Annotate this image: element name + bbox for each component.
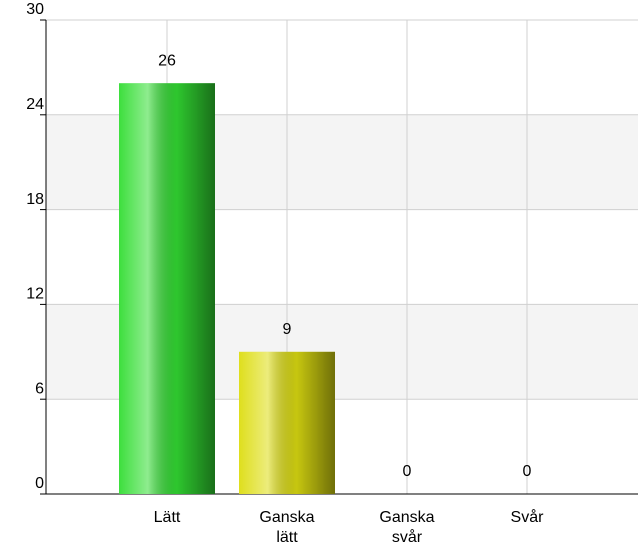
y-tick-label: 24 <box>26 96 44 113</box>
value-label: 26 <box>158 52 176 69</box>
y-tick-label: 18 <box>26 191 44 208</box>
y-tick-label: 30 <box>26 1 44 18</box>
value-label: 9 <box>283 321 292 338</box>
value-label: 0 <box>523 463 532 480</box>
x-tick-label: Ganska svår <box>379 509 434 546</box>
x-tick-label: Ganska lätt <box>259 509 314 546</box>
bar-shade <box>119 83 215 494</box>
value-label: 0 <box>403 463 412 480</box>
x-tick-label: Svår <box>511 508 545 526</box>
y-tick-label: 12 <box>26 286 44 303</box>
x-tick-label: Lätt <box>154 509 181 526</box>
y-tick-label: 0 <box>35 475 44 492</box>
bar-shade <box>239 351 335 494</box>
y-tick-label: 6 <box>35 380 44 397</box>
